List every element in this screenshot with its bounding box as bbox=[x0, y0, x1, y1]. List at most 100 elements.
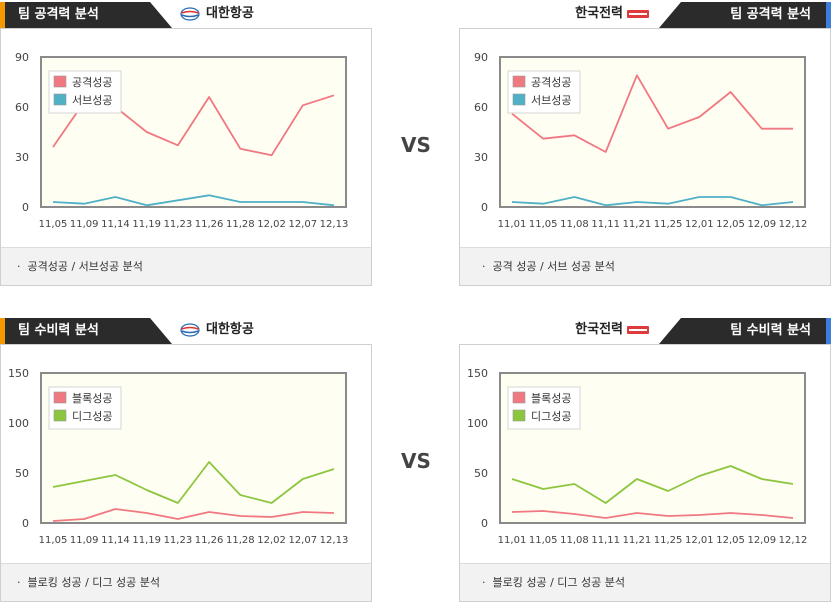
series-line bbox=[511, 74, 793, 153]
series-line bbox=[52, 461, 335, 504]
team-label: 대한항공 bbox=[180, 4, 254, 24]
x-tick-label: 12,02 bbox=[257, 535, 286, 546]
x-tick-label: 11,14 bbox=[101, 535, 130, 546]
panel-header: 한국전력 팀 수비력 분석 bbox=[459, 316, 831, 344]
line-chart: 0 30 60 90 11,05 11,09 11,14 11,19 11,23 11,26 11,… bbox=[15, 51, 349, 230]
x-tick-label: 12,12 bbox=[779, 219, 808, 230]
y-tick-label: 0 bbox=[22, 201, 29, 214]
legend-label: 디그성공 bbox=[531, 410, 571, 423]
x-tick-label: 12,13 bbox=[320, 535, 349, 546]
vs-label: VS bbox=[401, 133, 431, 157]
x-tick-label: 11,01 bbox=[498, 535, 527, 546]
series-line bbox=[511, 465, 794, 504]
legend-label: 블록성공 bbox=[72, 392, 112, 405]
x-tick-label: 12,02 bbox=[257, 219, 286, 230]
x-tick-label: 12,05 bbox=[716, 219, 745, 230]
y-tick-label: 50 bbox=[474, 467, 488, 480]
chart-footer: · 블로킹 성공 / 디그 성공 분석 bbox=[460, 563, 830, 601]
panel-title: 팀 공격력 분석 bbox=[659, 2, 831, 28]
y-tick-label: 60 bbox=[15, 101, 29, 114]
x-tick-label: 11,05 bbox=[529, 219, 558, 230]
team-name: 한국전력 bbox=[575, 322, 623, 337]
legend-label: 공격성공 bbox=[72, 76, 112, 89]
x-tick-label: 11,08 bbox=[560, 219, 589, 230]
panel-defense-kepco: 한국전력 팀 수비력 분석 0 50 100 150 11,01 11,05 11,08 11… bbox=[459, 316, 831, 602]
x-tick-label: 11,25 bbox=[654, 219, 683, 230]
panel-attack-korean-air: 팀 공격력 분석 대한항공 0 30 60 90 11,05 11,09 11,14 11,1… bbox=[0, 0, 372, 286]
chart-box: 0 30 60 90 11,05 11,09 11,14 11,19 11,23 11,26 11,… bbox=[0, 28, 372, 286]
footer-text: 블로킹 성공 / 디그 성공 분석 bbox=[492, 576, 626, 589]
legend-label: 서브성공 bbox=[72, 94, 112, 107]
legend-label: 블록성공 bbox=[531, 392, 571, 405]
team-label: 한국전력 bbox=[575, 4, 649, 24]
x-tick-label: 11,23 bbox=[164, 535, 193, 546]
team-name: 대한항공 bbox=[206, 6, 254, 21]
panel-title: 팀 공격력 분석 bbox=[0, 2, 172, 28]
y-tick-label: 90 bbox=[15, 51, 29, 64]
x-tick-label: 12,07 bbox=[288, 219, 317, 230]
legend-swatch bbox=[512, 409, 526, 422]
chart-box: 0 50 100 150 11,05 11,09 11,14 11,19 11,23 11,26 1… bbox=[0, 344, 372, 602]
x-tick-label: 11,19 bbox=[132, 219, 161, 230]
x-tick-label: 11,14 bbox=[101, 219, 130, 230]
vs-label: VS bbox=[401, 449, 431, 473]
legend-swatch bbox=[512, 75, 526, 88]
x-tick-label: 11,21 bbox=[623, 219, 652, 230]
legend-swatch bbox=[512, 93, 526, 106]
x-tick-label: 11,26 bbox=[195, 219, 224, 230]
x-tick-label: 11,11 bbox=[591, 535, 620, 546]
x-tick-label: 11,11 bbox=[591, 219, 620, 230]
y-tick-label: 30 bbox=[474, 151, 488, 164]
korean-air-logo-icon bbox=[180, 7, 200, 21]
panel-header: 한국전력 팀 공격력 분석 bbox=[459, 0, 831, 28]
legend-swatch bbox=[53, 75, 67, 88]
series-line bbox=[511, 196, 794, 207]
x-tick-label: 12,09 bbox=[747, 535, 776, 546]
chart-footer: · 공격성공 / 서브성공 분석 bbox=[1, 247, 371, 285]
x-tick-label: 12,09 bbox=[747, 219, 776, 230]
team-name: 한국전력 bbox=[575, 6, 623, 21]
x-tick-label: 11,05 bbox=[39, 535, 68, 546]
x-tick-label: 11,21 bbox=[623, 535, 652, 546]
footer-text: 공격성공 / 서브성공 분석 bbox=[27, 260, 143, 273]
y-tick-label: 150 bbox=[8, 367, 29, 380]
bullet-icon: · bbox=[482, 260, 486, 273]
x-tick-label: 12,13 bbox=[320, 219, 349, 230]
series-line bbox=[52, 508, 335, 522]
x-tick-label: 11,09 bbox=[70, 219, 99, 230]
y-tick-label: 0 bbox=[481, 517, 488, 530]
y-tick-label: 0 bbox=[22, 517, 29, 530]
x-tick-label: 12,12 bbox=[779, 535, 808, 546]
y-tick-label: 150 bbox=[467, 367, 488, 380]
team-name: 대한항공 bbox=[206, 322, 254, 337]
footer-text: 공격 성공 / 서브 성공 분석 bbox=[492, 260, 615, 273]
legend-swatch bbox=[53, 409, 67, 422]
chart-footer: · 블로킹 성공 / 디그 성공 분석 bbox=[1, 563, 371, 601]
x-tick-label: 11,26 bbox=[195, 535, 224, 546]
series-line bbox=[52, 194, 335, 207]
legend-label: 서브성공 bbox=[531, 94, 571, 107]
panel-header: 팀 수비력 분석 대한항공 bbox=[0, 316, 372, 344]
chart-box: 0 30 60 90 11,01 11,05 11,08 11,11 11,21 11,25 12,… bbox=[459, 28, 831, 286]
x-tick-label: 12,01 bbox=[685, 219, 714, 230]
chart-box: 0 50 100 150 11,01 11,05 11,08 11,11 11,21 11,25 1… bbox=[459, 344, 831, 602]
legend-swatch bbox=[53, 391, 67, 404]
x-tick-label: 11,19 bbox=[132, 535, 161, 546]
y-tick-label: 60 bbox=[474, 101, 488, 114]
panel-title: 팀 수비력 분석 bbox=[0, 318, 172, 344]
y-tick-label: 100 bbox=[8, 417, 29, 430]
team-label: 한국전력 bbox=[575, 320, 649, 340]
x-tick-label: 12,05 bbox=[716, 535, 745, 546]
y-tick-label: 90 bbox=[474, 51, 488, 64]
y-tick-label: 0 bbox=[481, 201, 488, 214]
legend-swatch bbox=[512, 391, 526, 404]
y-tick-label: 30 bbox=[15, 151, 29, 164]
legend-swatch bbox=[53, 93, 67, 106]
team-label: 대한항공 bbox=[180, 320, 254, 340]
y-tick-label: 100 bbox=[467, 417, 488, 430]
panel-attack-kepco: 한국전력 팀 공격력 분석 0 30 60 90 11,01 11,05 11,08 11,1… bbox=[459, 0, 831, 286]
x-tick-label: 11,01 bbox=[498, 219, 527, 230]
x-tick-label: 11,08 bbox=[560, 535, 589, 546]
